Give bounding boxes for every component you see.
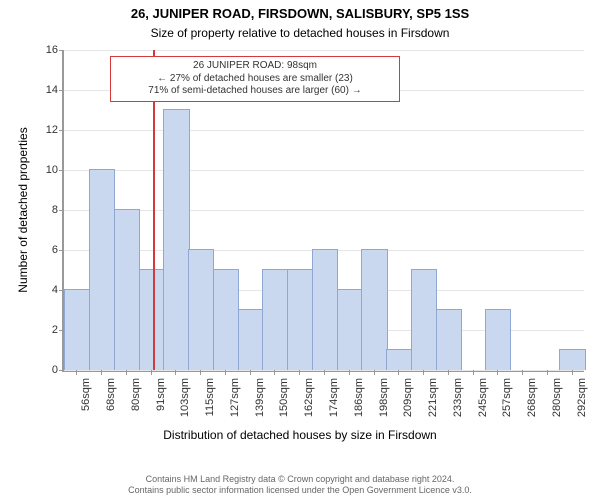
x-tick-label: 174sqm	[328, 378, 340, 417]
bar	[361, 249, 387, 370]
bar	[386, 349, 412, 370]
bar	[411, 269, 437, 370]
x-tick-label: 245sqm	[477, 378, 489, 417]
x-axis-label: Distribution of detached houses by size …	[0, 428, 600, 442]
info-line-3: 71% of semi-detached houses are larger (…	[117, 85, 393, 98]
x-tick-label: 186sqm	[353, 378, 365, 417]
x-tick-label: 103sqm	[179, 378, 191, 417]
gridline	[64, 50, 584, 51]
bar	[485, 309, 511, 370]
y-tick-label: 12	[34, 124, 58, 136]
bar	[139, 269, 165, 370]
x-tick-label: 139sqm	[254, 378, 266, 417]
gridline	[64, 130, 584, 131]
bar	[163, 109, 189, 370]
bar	[64, 289, 90, 370]
y-tick-label: 8	[34, 204, 58, 216]
x-tick-label: 257sqm	[501, 378, 513, 417]
bar	[238, 309, 264, 370]
footer: Contains HM Land Registry data © Crown c…	[0, 474, 600, 497]
bar	[188, 249, 214, 370]
gridline	[64, 170, 584, 171]
x-tick-label: 150sqm	[278, 378, 290, 417]
bar	[559, 349, 585, 370]
bar	[287, 269, 313, 370]
bar	[114, 209, 140, 370]
x-tick-label: 292sqm	[576, 378, 588, 417]
y-tick-label: 2	[34, 324, 58, 336]
bar	[312, 249, 338, 370]
x-tick-label: 162sqm	[303, 378, 315, 417]
bar	[337, 289, 363, 370]
x-tick-label: 127sqm	[229, 378, 241, 417]
footer-line-2: Contains public sector information licen…	[0, 485, 600, 496]
x-tick-label: 233sqm	[452, 378, 464, 417]
page-title: 26, JUNIPER ROAD, FIRSDOWN, SALISBURY, S…	[0, 6, 600, 21]
bar	[89, 169, 115, 370]
y-tick-label: 10	[34, 164, 58, 176]
bar	[262, 269, 288, 370]
x-tick-label: 280sqm	[551, 378, 563, 417]
y-tick-label: 6	[34, 244, 58, 256]
footer-line-1: Contains HM Land Registry data © Crown c…	[0, 474, 600, 485]
y-tick-label: 0	[34, 364, 58, 376]
bar	[436, 309, 462, 370]
x-tick-label: 268sqm	[526, 378, 538, 417]
page-subtitle: Size of property relative to detached ho…	[0, 26, 600, 40]
x-tick-label: 221sqm	[427, 378, 439, 417]
x-tick-label: 198sqm	[378, 378, 390, 417]
x-tick-label: 115sqm	[204, 378, 216, 416]
x-tick-label: 80sqm	[130, 378, 142, 411]
x-tick-label: 56sqm	[80, 378, 92, 411]
y-tick-label: 16	[34, 44, 58, 56]
y-tick-label: 4	[34, 284, 58, 296]
x-tick-label: 91sqm	[155, 378, 167, 411]
x-tick-label: 68sqm	[105, 378, 117, 411]
info-line-1: 26 JUNIPER ROAD: 98sqm	[117, 60, 393, 73]
info-line-2: ← 27% of detached houses are smaller (23…	[117, 73, 393, 86]
bar	[213, 269, 239, 370]
gridline	[64, 210, 584, 211]
info-box: 26 JUNIPER ROAD: 98sqm ← 27% of detached…	[110, 56, 400, 102]
y-tick-label: 14	[34, 84, 58, 96]
y-axis-label: Number of detached properties	[16, 50, 30, 370]
x-tick-label: 209sqm	[402, 378, 414, 417]
